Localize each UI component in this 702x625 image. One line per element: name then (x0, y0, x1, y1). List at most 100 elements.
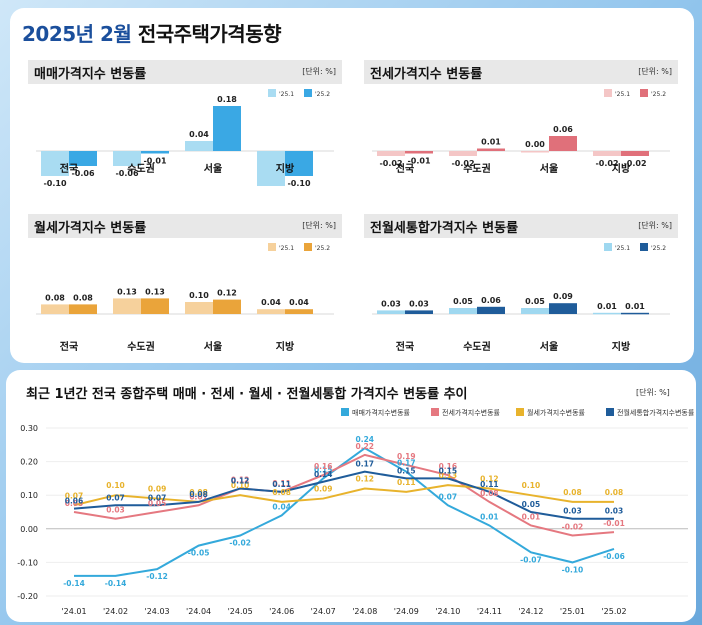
bar (621, 312, 649, 315)
bar (405, 151, 433, 154)
category-label: 서울 (540, 162, 558, 175)
bar (285, 151, 313, 176)
data-label: 0.07 (189, 492, 208, 501)
data-label: 0.08 (189, 490, 208, 499)
legend-label: '25.1 (615, 91, 630, 98)
category-label: 수도권 (127, 341, 155, 353)
y-tick-label: 0.20 (20, 458, 38, 467)
data-label: 0.10 (106, 481, 125, 490)
section-header-combined: 전월세통합가격지수 변동률 [단위: %] (364, 214, 678, 238)
data-label: 0.04 (289, 298, 309, 307)
bar (377, 310, 405, 314)
bar (257, 151, 285, 186)
data-label: -0.07 (520, 555, 542, 564)
section-header-monthly: 월세가격지수 변동률 [단위: %] (28, 214, 342, 238)
bar (377, 151, 405, 156)
data-label: 0.15 (397, 466, 416, 475)
data-label: -0.02 (229, 539, 251, 548)
data-label: 0.05 (453, 297, 473, 306)
x-tick-label: '25.01 (560, 607, 585, 616)
legend-swatch (604, 89, 612, 97)
bar-chart-jeonse: '25.1'25.2-0.02 -0.01전국-0.020.01수도권0.000.… (372, 89, 670, 175)
section-title: 전세가격지수 변동률 (370, 67, 483, 82)
data-label: 0.09 (148, 485, 167, 494)
data-label: 0.08 (189, 488, 208, 497)
title-text: 전국주택가격동향 (137, 22, 282, 46)
data-label: 0.06 (65, 497, 84, 506)
legend-swatch (604, 243, 612, 251)
data-label: 0.01 (597, 302, 617, 311)
legend-swatch (268, 89, 276, 97)
data-label: -0.12 (146, 572, 168, 581)
x-tick-label: '24.03 (145, 607, 170, 616)
x-tick-label: '24.07 (311, 607, 336, 616)
data-label: -0.01 (143, 157, 166, 166)
data-label: 0.17 (356, 460, 375, 469)
data-label: 0.03 (106, 506, 125, 515)
legend-label: '25.2 (651, 91, 666, 98)
data-label: -0.10 (287, 179, 310, 186)
data-label: 0.16 (314, 462, 333, 471)
data-label: 0.12 (231, 475, 250, 484)
legend-label: 전월세통합가격지수변동률 (617, 408, 695, 417)
bar (213, 299, 241, 314)
data-label: -0.02 (379, 159, 402, 168)
bar-chart-monthly: '25.1 '25.2 0.08 0.08 전국 0.13 0.13 수도권 0.10 0.12 서… (36, 243, 334, 353)
bar (621, 151, 649, 156)
data-label: 0.11 (397, 478, 416, 487)
data-label: 0.01 (625, 302, 645, 311)
data-label: 0.04 (261, 298, 281, 307)
legend-label: '25.2 (315, 91, 330, 98)
bar (41, 304, 69, 314)
data-label: 0.08 (480, 489, 499, 498)
data-label: 0.13 (117, 287, 137, 296)
data-label: 0.15 (439, 466, 458, 475)
data-label: 0.14 (314, 470, 333, 479)
legend-swatch (304, 243, 312, 251)
series-line (73, 484, 614, 507)
x-tick-label: '24.01 (61, 607, 86, 616)
bar (593, 151, 621, 156)
y-tick-label: 0.10 (20, 491, 38, 500)
data-label: 0.08 (73, 293, 93, 302)
section-header-jeonse: 전세가격지수 변동률 [단위: %] (364, 60, 678, 84)
legend-swatch (304, 89, 312, 97)
data-label: 0.13 (439, 471, 458, 480)
line-chart: 매매가격지수변동률 전세가격지수변동률 월세가격지수변동률 전월세통합가격지수변동률 0… (17, 408, 695, 616)
data-label: 0.09 (553, 292, 573, 301)
page-title: 2025년 2월 전국주택가격동향 (22, 18, 282, 47)
bar (549, 136, 577, 151)
legend-label: 전세가격지수변동률 (442, 408, 501, 417)
data-label: -0.06 (71, 169, 94, 178)
series-line (74, 446, 615, 577)
x-tick-label: '24.12 (518, 607, 543, 616)
legend-swatch (268, 243, 276, 251)
x-tick-label: '25.02 (601, 607, 626, 616)
data-label: 0.05 (65, 499, 84, 508)
data-label: -0.14 (105, 579, 127, 588)
x-tick-label: '24.10 (435, 607, 460, 616)
data-label: 0.08 (45, 293, 65, 302)
data-label: 0.22 (356, 442, 375, 451)
data-label: -0.01 (603, 519, 625, 528)
legend-label: 매매가격지수변동률 (352, 408, 411, 417)
data-label: 0.03 (563, 507, 582, 516)
data-label: 0.04 (189, 130, 209, 139)
data-label: 0.03 (409, 299, 429, 308)
bar (113, 151, 141, 166)
legend-swatch (516, 408, 524, 416)
data-label: 0.07 (148, 493, 167, 502)
category-label: 서울 (204, 340, 222, 353)
bar (477, 306, 505, 314)
bar (141, 298, 169, 314)
bar (285, 309, 313, 314)
bar (593, 312, 621, 315)
y-tick-label: 0.30 (20, 424, 38, 433)
unit-label: [단위: %] (302, 221, 336, 230)
category-label: 지방 (612, 162, 631, 175)
legend-label: 월세가격지수변동률 (527, 408, 586, 417)
data-label: 0.05 (525, 297, 545, 306)
y-tick-label: -0.20 (17, 592, 38, 601)
bar (477, 148, 505, 151)
